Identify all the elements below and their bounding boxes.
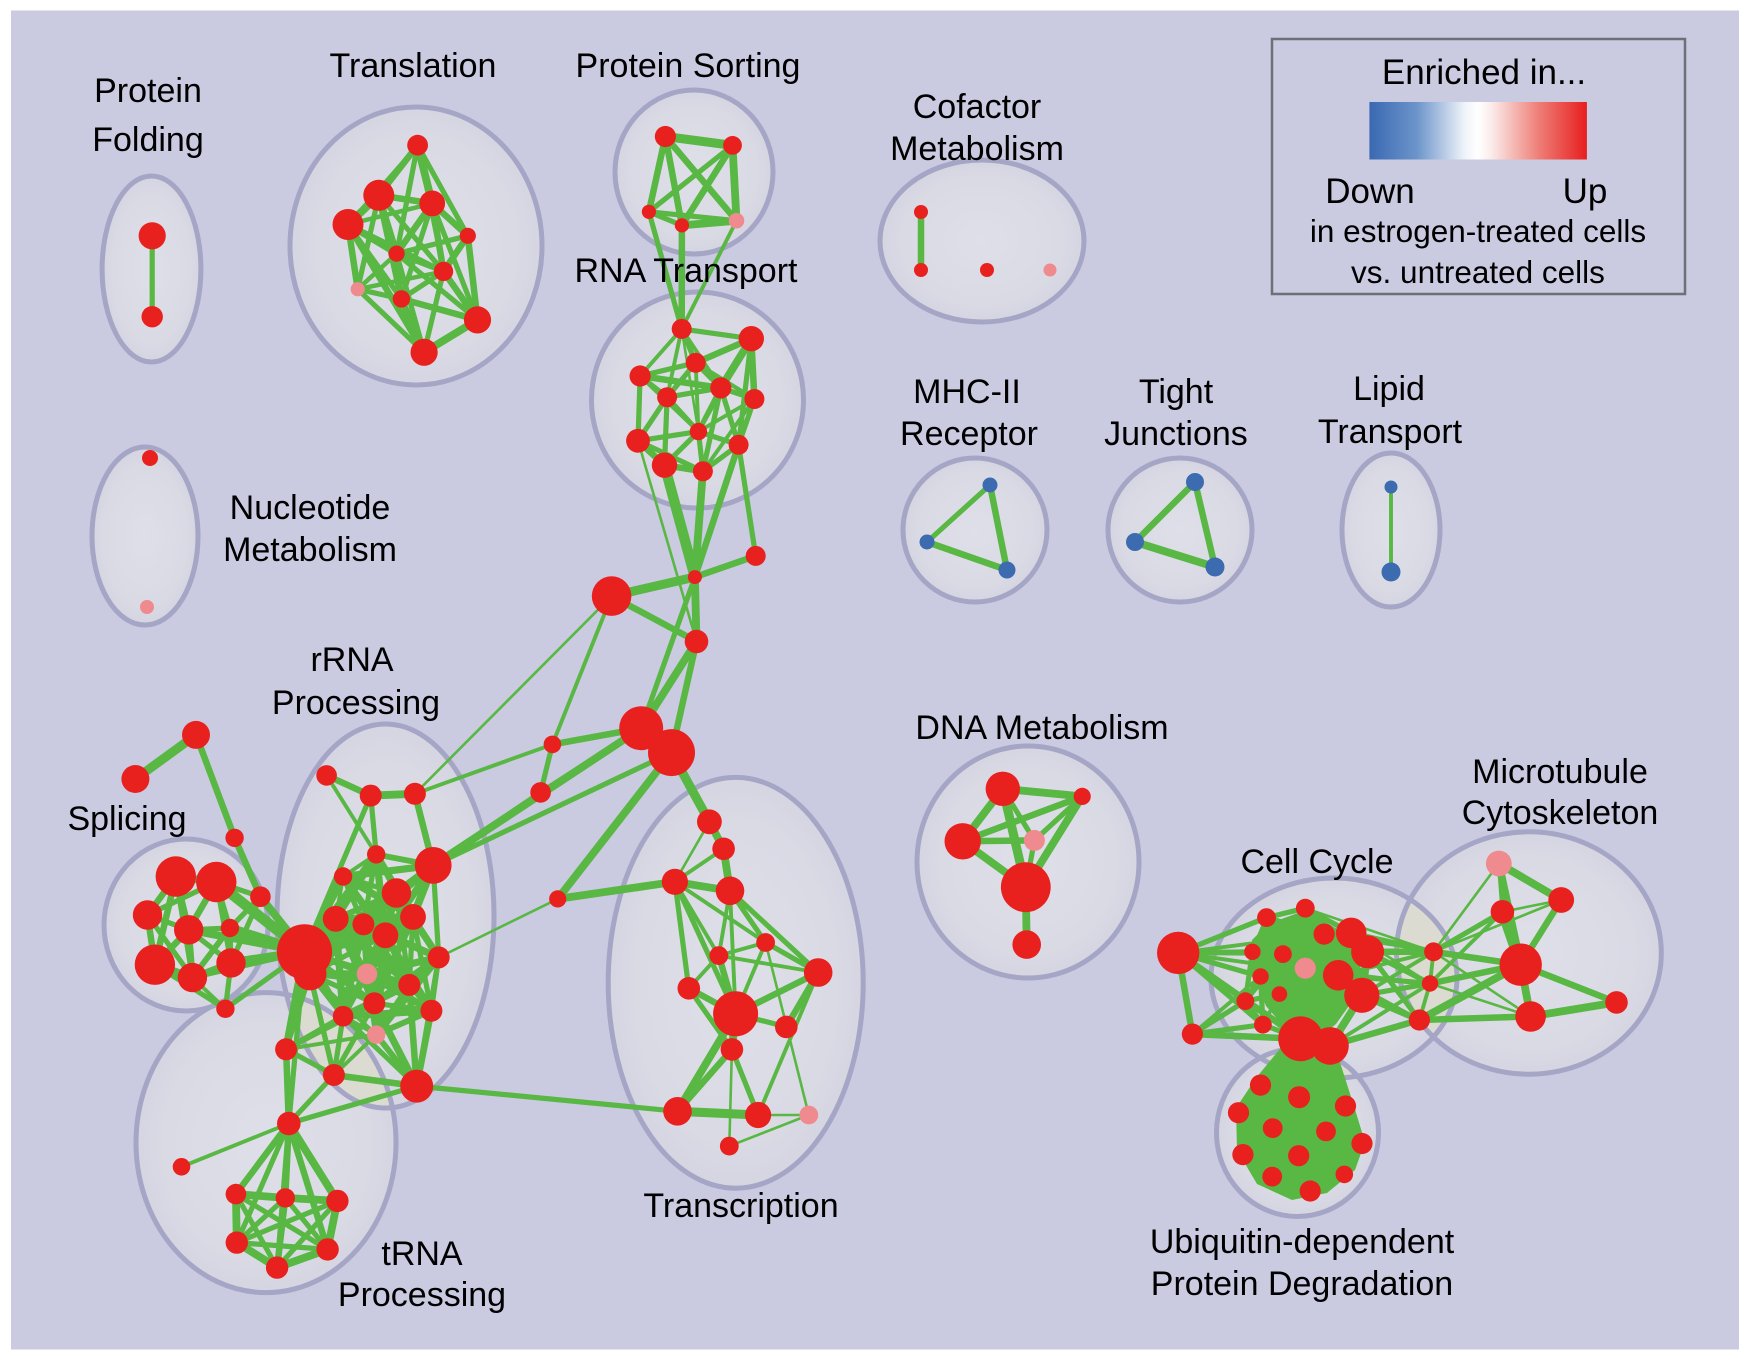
svg-text:Junctions: Junctions bbox=[1104, 415, 1248, 453]
svg-text:tRNA: tRNA bbox=[381, 1235, 463, 1273]
svg-text:vs. untreated cells: vs. untreated cells bbox=[1351, 254, 1605, 290]
svg-text:Protein Degradation: Protein Degradation bbox=[1151, 1265, 1453, 1303]
svg-text:RNA Transport: RNA Transport bbox=[575, 252, 799, 290]
svg-text:Receptor: Receptor bbox=[900, 415, 1038, 453]
svg-text:in estrogen-treated cells: in estrogen-treated cells bbox=[1310, 213, 1646, 249]
svg-text:Protein: Protein bbox=[94, 72, 202, 110]
svg-text:Nucleotide: Nucleotide bbox=[230, 489, 391, 527]
svg-text:Translation: Translation bbox=[330, 47, 497, 85]
svg-text:Metabolism: Metabolism bbox=[890, 130, 1064, 168]
svg-text:Processing: Processing bbox=[338, 1276, 506, 1314]
svg-text:Lipid: Lipid bbox=[1353, 370, 1425, 408]
svg-text:Protein Sorting: Protein Sorting bbox=[576, 47, 801, 85]
svg-text:Microtubule: Microtubule bbox=[1472, 753, 1648, 791]
svg-text:Transport: Transport bbox=[1318, 413, 1463, 451]
svg-text:DNA Metabolism: DNA Metabolism bbox=[915, 709, 1168, 747]
svg-text:rRNA: rRNA bbox=[310, 641, 393, 679]
svg-text:MHC-II: MHC-II bbox=[913, 373, 1021, 411]
svg-text:Down: Down bbox=[1325, 172, 1414, 211]
svg-text:Enriched in...: Enriched in... bbox=[1382, 53, 1586, 92]
svg-text:Tight: Tight bbox=[1139, 373, 1214, 411]
svg-text:Up: Up bbox=[1563, 172, 1608, 211]
svg-text:Cofactor: Cofactor bbox=[913, 88, 1042, 126]
svg-text:Ubiquitin-dependent: Ubiquitin-dependent bbox=[1150, 1223, 1455, 1261]
svg-text:Processing: Processing bbox=[272, 684, 440, 722]
svg-text:Cytoskeleton: Cytoskeleton bbox=[1462, 794, 1659, 832]
svg-text:Folding: Folding bbox=[92, 121, 204, 159]
svg-text:Metabolism: Metabolism bbox=[223, 531, 397, 569]
svg-text:Cell Cycle: Cell Cycle bbox=[1240, 843, 1393, 881]
svg-text:Splicing: Splicing bbox=[67, 800, 186, 838]
svg-text:Transcription: Transcription bbox=[643, 1187, 838, 1225]
